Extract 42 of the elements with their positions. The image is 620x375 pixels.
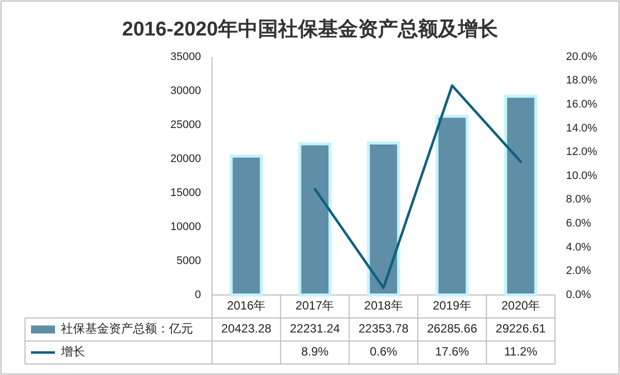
x-tick-label: 2017年 [296,298,334,313]
y2-tick-label: 18.0% [566,74,598,87]
y2-tick-label: 0.0% [566,288,592,301]
x-tick-label: 2018年 [364,298,403,313]
data-label: 8.9% [301,344,329,359]
bar [504,94,538,296]
data-label: 20423.28 [221,322,272,336]
legend-label: 增长 [60,344,85,359]
y-tick-label: 20000 [170,152,201,165]
y2-tick-label: 12.0% [566,146,598,158]
data-label: 29226.61 [496,322,546,336]
y-tick-label: 0 [194,288,201,301]
x-tick-label: 2020年 [501,298,540,313]
bar [298,142,332,296]
x-tick-label: 2019年 [432,298,472,313]
y2-tick-label: 16.0% [566,98,598,111]
y2-tick-label: 8.0% [566,194,592,206]
x-tick-label: 2016年 [226,298,266,313]
data-label: 17.6% [435,344,470,359]
data-label: 11.2% [504,344,538,359]
bar [230,154,263,296]
legend-label: 社保基金资产总额：亿元 [61,322,193,336]
data-label: 22353.78 [358,322,409,336]
data-label: 0.6% [370,344,398,359]
y-tick-label: 30000 [170,84,201,97]
y2-tick-label: 6.0% [566,218,592,230]
data-label: 26285.66 [427,322,478,336]
y-tick-label: 5000 [176,254,201,267]
y2-tick-label: 2.0% [566,265,592,278]
y-tick-label: 10000 [170,220,201,233]
data-label: 22231.24 [290,322,340,336]
y2-tick-label: 14.0% [566,122,598,134]
y-tick-label: 35000 [170,50,201,63]
line-series [314,84,522,290]
y-tick-label: 15000 [170,186,201,199]
y-tick-label: 25000 [170,118,201,131]
y2-tick-label: 10.0% [566,170,598,182]
chart-title: 2016-2020年中国社保基金资产总额及增长 [122,17,499,40]
bar [366,141,400,296]
y2-tick-label: 20.0% [566,50,598,63]
bar [436,114,469,296]
y2-tick-label: 4.0% [566,241,592,254]
